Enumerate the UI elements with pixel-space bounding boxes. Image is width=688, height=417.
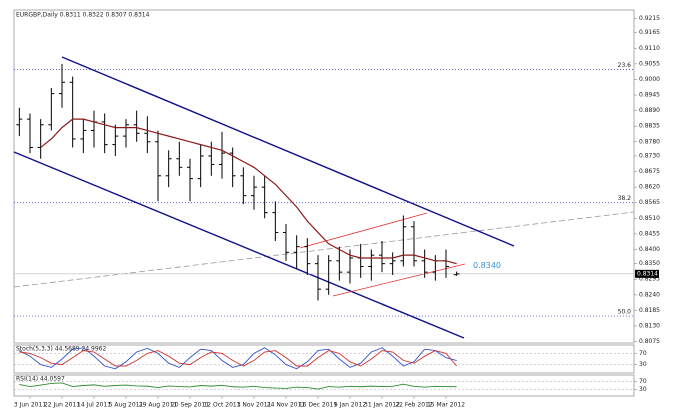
y-tick-label: 30 xyxy=(639,386,647,393)
x-tick-label: 22 Feb 2012 xyxy=(395,402,433,409)
y-tick-label: 0.8510 xyxy=(639,215,660,222)
chart-title: EURGBP,Daily 0.8311 0.8322 0.8307 0.8314 xyxy=(16,12,150,19)
y-tick-label: 0.8400 xyxy=(639,246,660,253)
y-tick-label: 70 xyxy=(639,378,647,385)
red-channel-upper xyxy=(299,212,428,249)
x-tick-label: 3 Jun 2011 xyxy=(14,402,46,409)
rsi-title: RSI(14) 44.0597 xyxy=(16,376,65,383)
fib-label: 50.0 xyxy=(618,309,632,316)
y-tick-label: 0.9215 xyxy=(639,15,660,22)
main-frame xyxy=(13,9,635,344)
y-tick-label: 0.9000 xyxy=(639,76,660,83)
x-tick-label: 20 Sep 2011 xyxy=(171,402,209,409)
y-tick-label: 30 xyxy=(639,361,647,368)
x-tick-label: 29 Aug 2011 xyxy=(139,402,178,409)
y-tick-label: 0.8240 xyxy=(639,291,660,298)
channel-lower xyxy=(13,151,465,339)
x-tick-label: 9 Jan 2012 xyxy=(334,402,366,409)
y-tick-label: 0.8130 xyxy=(639,322,660,329)
red-channel-lower xyxy=(332,263,466,297)
target-label: 0.8340 xyxy=(473,261,501,270)
y-tick-label: 0.8835 xyxy=(639,123,660,130)
rsi-frame xyxy=(13,374,635,397)
indicator-line xyxy=(19,350,458,367)
y-tick-label: 0.8455 xyxy=(639,230,660,237)
stoch-frame xyxy=(13,344,635,374)
y-tick-label: 0.8350 xyxy=(639,260,660,267)
y-tick-label: 0.8780 xyxy=(639,138,660,145)
channel-upper xyxy=(61,56,515,247)
x-tick-label: 16 Dec 2011 xyxy=(299,402,338,409)
y-tick-label: 0.8620 xyxy=(639,184,660,191)
trend-line xyxy=(13,211,635,288)
y-tick-label: 0.9055 xyxy=(639,60,660,67)
x-tick-label: 31 Jan 2012 xyxy=(364,402,400,409)
x-tick-label: 5 Aug 2011 xyxy=(109,402,144,409)
x-tick-label: 15 Mar 2012 xyxy=(427,402,465,409)
x-tick-label: 14 Jul 2011 xyxy=(77,402,111,409)
y-tick-label: 0.8675 xyxy=(639,168,660,175)
x-tick-label: 22 Jun 2011 xyxy=(44,402,80,409)
y-tick-label: 0.8185 xyxy=(639,307,660,314)
y-tick-label: 0.8075 xyxy=(639,338,660,345)
current-price-box xyxy=(635,269,659,278)
y-tick-label: 0.8945 xyxy=(639,92,660,99)
indicator-line xyxy=(19,347,457,370)
y-tick-label: 0.9110 xyxy=(639,45,660,52)
stoch-title: Stoch(5,3,3) 44.5689 24.9962 xyxy=(16,346,107,353)
x-tick-label: 12 Oct 2011 xyxy=(203,402,240,409)
y-tick-label: 0.8730 xyxy=(639,152,660,159)
y-tick-label: 0.8890 xyxy=(639,107,660,114)
y-tick-label: 0.8295 xyxy=(639,276,660,283)
fib-label: 38.2 xyxy=(618,195,632,202)
current-price-label: 0.8314 xyxy=(637,270,658,277)
moving-average xyxy=(40,118,457,265)
y-tick-label: 70 xyxy=(639,350,647,357)
fib-label: 23.6 xyxy=(618,62,632,69)
y-tick-label: 0.8565 xyxy=(639,199,660,206)
x-tick-label: 3 Nov 2011 xyxy=(237,402,272,409)
indicator-line xyxy=(19,382,457,390)
y-tick-label: 0.9165 xyxy=(639,29,660,36)
x-tick-label: 24 Nov 2011 xyxy=(267,402,306,409)
